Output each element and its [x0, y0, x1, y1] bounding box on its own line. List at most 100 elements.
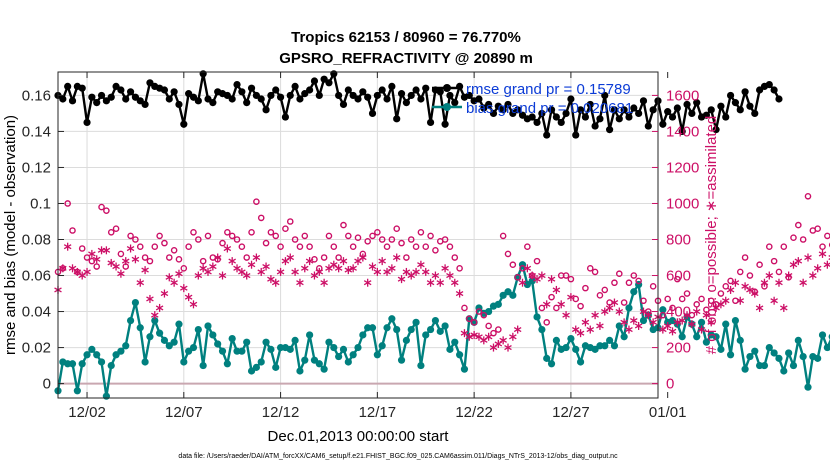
- assimilated-point: [513, 325, 522, 334]
- data-point: [272, 86, 280, 94]
- data-point: [199, 361, 207, 370]
- data-point: [117, 86, 125, 94]
- assimilated-point: [475, 332, 483, 341]
- assimilated-point: [736, 296, 745, 305]
- y2-tick-label: 600: [666, 268, 691, 285]
- assimilated-point: [499, 336, 507, 345]
- data-point: [102, 392, 110, 400]
- data-point: [562, 343, 570, 352]
- assimilated-point: [407, 271, 416, 280]
- assimilated-point: [533, 275, 541, 284]
- data-point: [383, 324, 391, 332]
- assimilated-point: [121, 257, 130, 266]
- possible-point: [499, 232, 507, 240]
- possible-point: [533, 257, 541, 265]
- assimilated-point: [300, 264, 309, 273]
- possible-point: [596, 292, 604, 299]
- possible-point: [480, 311, 488, 319]
- data-point: [286, 345, 294, 353]
- possible-point: [393, 225, 401, 232]
- data-point: [393, 325, 401, 334]
- possible-point: [770, 257, 778, 265]
- data-point: [746, 102, 754, 110]
- data-point: [431, 316, 440, 325]
- data-point: [509, 291, 517, 299]
- data-point: [306, 331, 314, 339]
- data-point: [122, 342, 130, 350]
- assimilated-point: [349, 264, 357, 273]
- y-tick-label: 0.1: [30, 195, 51, 212]
- data-point: [276, 93, 285, 101]
- data-point: [586, 100, 594, 109]
- data-point: [131, 298, 140, 307]
- assimilated-point: [668, 327, 677, 336]
- assimilated-point: [596, 321, 604, 330]
- possible-point: [282, 225, 289, 232]
- y2-tick-label: 400: [666, 304, 691, 321]
- data-point: [373, 91, 381, 100]
- assimilated-point: [702, 311, 711, 320]
- data-point: [751, 347, 759, 355]
- assimilated-point: [209, 262, 217, 271]
- y-tick-label: 0.08: [22, 232, 51, 249]
- possible-point: [736, 268, 744, 276]
- data-point: [601, 342, 609, 350]
- possible-point: [306, 243, 313, 251]
- assimilated-point: [504, 343, 512, 352]
- data-point: [576, 106, 585, 114]
- possible-point: [185, 243, 192, 251]
- possible-point: [132, 236, 139, 243]
- data-point: [199, 70, 207, 78]
- data-point: [315, 91, 323, 100]
- assimilated-point: [726, 285, 735, 294]
- data-point: [426, 325, 435, 334]
- data-point: [751, 109, 759, 118]
- data-point: [625, 113, 633, 121]
- chart-title: Tropics 62153 / 80960 = 76.770%: [291, 29, 521, 46]
- data-point: [107, 361, 115, 370]
- assimilated-point: [325, 264, 333, 273]
- data-file-note: data file: /Users/raeder/DAI/ATM_forcXX/…: [178, 453, 618, 460]
- possible-point: [519, 265, 526, 272]
- data-point: [73, 387, 81, 395]
- assimilated-point: [373, 267, 382, 276]
- possible-point: [732, 297, 739, 305]
- data-point: [533, 118, 541, 127]
- possible-point: [746, 272, 754, 279]
- assimilated-point: [615, 307, 624, 316]
- data-point: [223, 360, 231, 368]
- assimilated-point: [59, 264, 67, 273]
- data-point: [97, 358, 106, 366]
- assimilated-point: [392, 253, 401, 262]
- assimilated-point: [426, 278, 435, 287]
- assimilated-point: [760, 278, 769, 287]
- possible-point: [141, 254, 149, 261]
- data-point: [707, 106, 715, 114]
- data-point: [160, 336, 169, 344]
- assimilated-point: [683, 311, 691, 320]
- assimilated-point: [281, 257, 290, 266]
- assimilated-point: [330, 260, 338, 269]
- data-point: [97, 91, 106, 100]
- assimilated-point: [784, 271, 793, 280]
- assimilated-point: [775, 278, 783, 287]
- possible-point: [330, 243, 338, 251]
- possible-point: [204, 232, 212, 240]
- data-point: [296, 367, 304, 375]
- data-point: [175, 320, 183, 328]
- data-point: [465, 91, 473, 100]
- possible-point: [601, 286, 609, 294]
- data-point: [373, 351, 381, 359]
- data-point: [601, 91, 609, 100]
- possible-point: [722, 283, 730, 290]
- data-point: [262, 338, 270, 346]
- possible-point: [345, 232, 352, 240]
- assimilated-point: [247, 260, 256, 269]
- possible-point: [340, 221, 347, 229]
- possible-point: [175, 256, 183, 263]
- possible-point: [117, 250, 125, 258]
- possible-point: [378, 236, 386, 243]
- assimilated-point: [586, 325, 595, 334]
- data-point: [393, 115, 401, 123]
- data-point: [93, 351, 101, 359]
